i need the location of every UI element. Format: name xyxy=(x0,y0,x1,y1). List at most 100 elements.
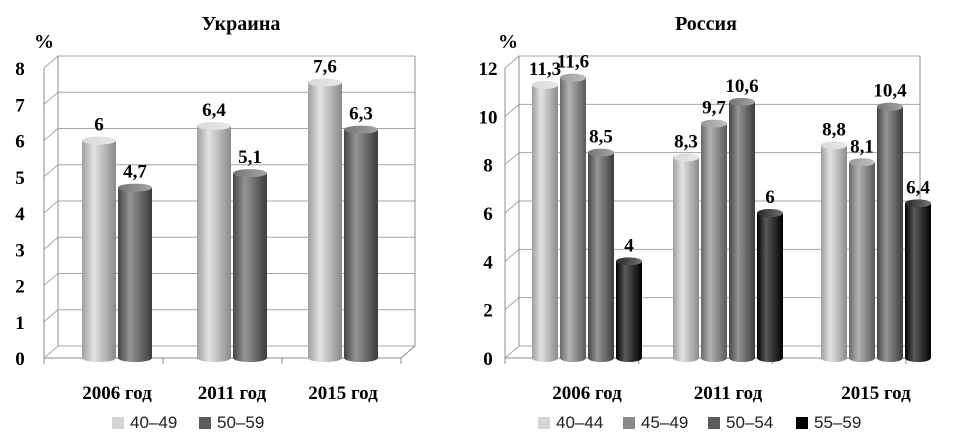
russia-bar-base xyxy=(757,354,783,362)
russia-data-label: 8,3 xyxy=(674,131,698,152)
russia-bar-body xyxy=(849,162,875,358)
russia-bar-top xyxy=(729,97,755,106)
russia-y-tick-label: 12 xyxy=(479,59,498,80)
russia-bar-top xyxy=(701,119,727,128)
russia-bar-top xyxy=(877,102,903,111)
russia-data-label: 10,4 xyxy=(873,81,907,102)
russia-bar-base xyxy=(532,354,558,362)
ukraine-bar-body xyxy=(118,187,152,358)
russia-bar-base xyxy=(701,354,727,362)
russia-bar-body xyxy=(729,101,755,358)
russia-bar xyxy=(757,209,783,362)
russia-legend-item: 55–59 xyxy=(796,413,861,432)
ukraine-bar xyxy=(308,78,342,362)
ukraine-bar xyxy=(197,122,231,362)
russia-data-label: 6,4 xyxy=(906,177,930,198)
ukraine-y-tick-label: 3 xyxy=(15,240,25,261)
ukraine-legend-label: 40–49 xyxy=(130,413,177,432)
russia-bar-top xyxy=(905,199,931,208)
ukraine-y-tick-label: 1 xyxy=(15,313,25,334)
russia-data-label: 8,5 xyxy=(589,127,613,148)
russia-bar xyxy=(616,257,642,362)
russia-bar-base xyxy=(673,354,699,362)
ukraine-y-tick-label: 5 xyxy=(15,168,25,189)
russia-data-label: 4 xyxy=(624,235,634,256)
russia-bar-body xyxy=(616,261,642,358)
russia-data-label: 6 xyxy=(765,187,775,208)
russia-bar-top xyxy=(560,73,586,82)
russia-legend-item: 45–49 xyxy=(623,413,688,432)
ukraine-legend-item: 40–49 xyxy=(112,413,177,432)
russia-y-tick-label: 4 xyxy=(483,252,493,273)
ukraine-data-label: 6,3 xyxy=(349,104,373,125)
russia-legend-label: 45–49 xyxy=(641,413,688,432)
russia-bar-body xyxy=(905,203,931,358)
russia-bar xyxy=(905,199,931,362)
russia-data-label: 10,6 xyxy=(725,76,758,97)
ukraine-bar xyxy=(344,125,378,362)
ukraine-y-tick-label: 7 xyxy=(15,95,25,116)
russia-legend-label: 55–59 xyxy=(814,413,861,432)
ukraine-bar xyxy=(118,183,152,362)
russia-bar-body xyxy=(588,152,614,358)
ukraine-gridline xyxy=(43,55,415,69)
russia-bar xyxy=(729,97,755,362)
russia-bar xyxy=(673,153,699,362)
russia-bar-top xyxy=(849,158,875,167)
ukraine-chart: Украина % 0 1 2 3 4 5 6 7 8 6 4,7 6,4 5,1 7,6 6,3 200… xyxy=(15,13,416,432)
ukraine-bar-top xyxy=(308,78,342,87)
russia-data-label: 11,6 xyxy=(557,52,589,73)
ukraine-legend-swatch xyxy=(112,417,124,429)
russia-legend-swatch xyxy=(623,417,635,429)
ukraine-category-label: 2015 год xyxy=(308,383,378,404)
russia-bar-top xyxy=(821,141,847,150)
ukraine-data-label: 5,1 xyxy=(238,147,262,168)
ukraine-bar-base xyxy=(82,354,116,362)
ukraine-y-tick-label: 2 xyxy=(15,277,25,298)
ukraine-data-label: 6,4 xyxy=(202,100,226,121)
russia-legend-swatch xyxy=(708,417,720,429)
ukraine-data-label: 7,6 xyxy=(313,57,337,78)
russia-category-label: 2015 год xyxy=(841,383,911,404)
russia-legend-item: 50–54 xyxy=(708,413,773,432)
russia-bar-body xyxy=(532,84,558,359)
ukraine-y-tick-label: 4 xyxy=(15,204,25,225)
ukraine-bar-top xyxy=(82,136,116,145)
russia-bar-body xyxy=(821,145,847,358)
ukraine-bar xyxy=(233,169,267,362)
russia-y-tick-label: 8 xyxy=(483,156,493,177)
ukraine-bar-body xyxy=(344,129,378,358)
russia-bar-base xyxy=(560,354,586,362)
ukraine-data-label: 6 xyxy=(94,115,104,136)
russia-bar xyxy=(588,148,614,362)
russia-category-label: 2006 год xyxy=(552,383,622,404)
ukraine-bar-base xyxy=(197,354,231,362)
ukraine-legend-label: 50–59 xyxy=(217,413,264,432)
ukraine-category-label: 2011 год xyxy=(198,383,267,404)
ukraine-bar-top xyxy=(197,122,231,130)
russia-bar-base xyxy=(905,354,931,362)
russia-legend-label: 50–54 xyxy=(726,413,773,432)
ukraine-bar-top xyxy=(344,125,378,134)
russia-category-label: 2011 год xyxy=(694,383,763,404)
russia-bar-body xyxy=(673,157,699,358)
russia-bar xyxy=(532,80,558,362)
russia-bar xyxy=(849,158,875,362)
russia-data-label: 11,3 xyxy=(529,59,561,80)
russia-bar-top xyxy=(673,153,699,162)
russia-bar-base xyxy=(616,354,642,362)
russia-data-label: 8,8 xyxy=(822,119,846,140)
russia-bar-base xyxy=(588,354,614,362)
russia-data-label: 9,7 xyxy=(702,98,726,119)
ukraine-bar-base xyxy=(308,354,342,362)
russia-legend-item: 40–44 xyxy=(538,413,603,432)
russia-chart-title: Россия xyxy=(675,13,737,35)
russia-bar xyxy=(560,73,586,362)
ukraine-y-tick-label: 8 xyxy=(15,59,25,80)
ukraine-bar-top xyxy=(118,183,152,192)
russia-bar-top xyxy=(616,257,642,266)
ukraine-bar xyxy=(82,136,116,362)
russia-y-tick-label: 10 xyxy=(479,107,498,128)
ukraine-gridline xyxy=(43,91,415,105)
russia-bar-top xyxy=(532,80,558,89)
